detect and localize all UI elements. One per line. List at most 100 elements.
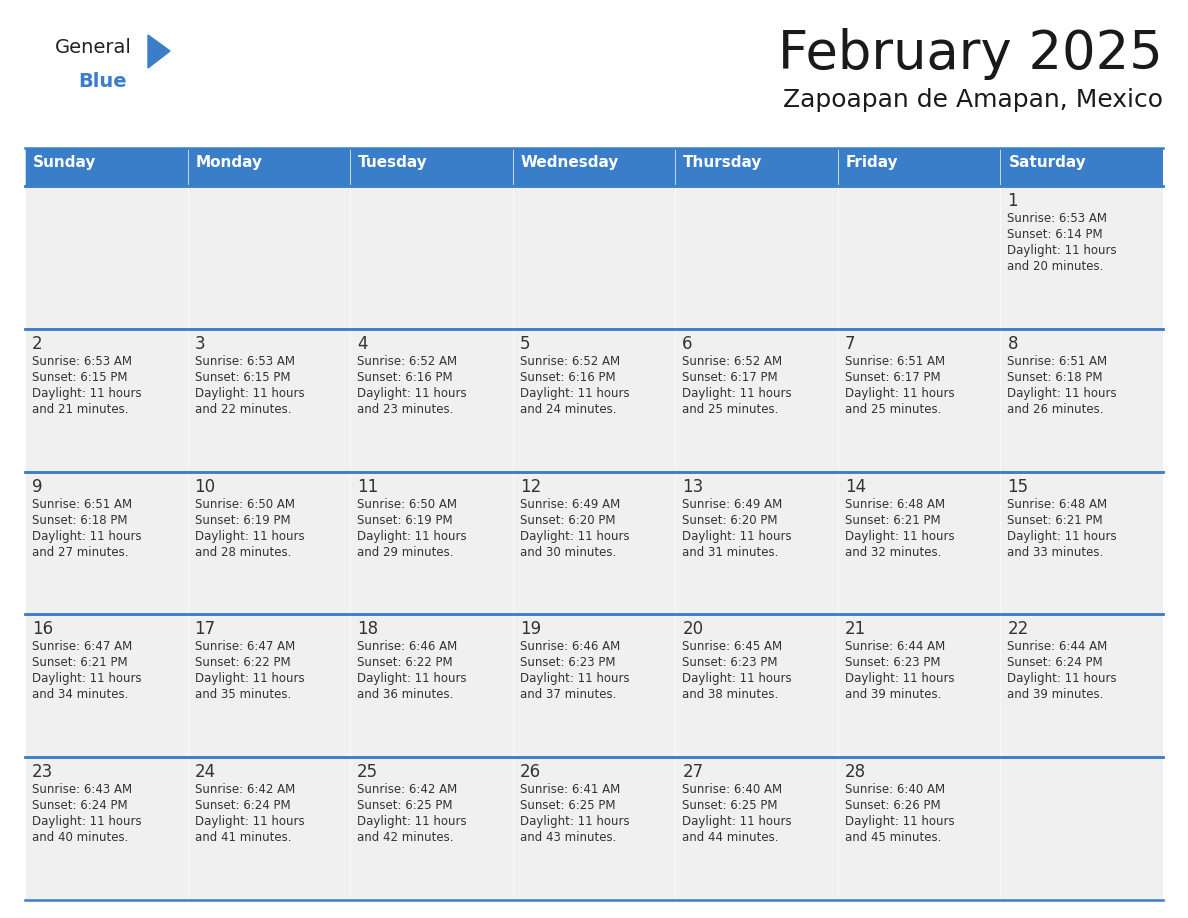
Text: 12: 12: [519, 477, 541, 496]
Text: Sunset: 6:24 PM: Sunset: 6:24 PM: [32, 800, 127, 812]
Text: 27: 27: [682, 763, 703, 781]
Text: Sunset: 6:17 PM: Sunset: 6:17 PM: [682, 371, 778, 384]
Text: 25: 25: [358, 763, 378, 781]
Text: Sunset: 6:21 PM: Sunset: 6:21 PM: [845, 513, 941, 527]
Bar: [1000, 329, 1163, 472]
Text: Sunrise: 6:42 AM: Sunrise: 6:42 AM: [358, 783, 457, 796]
Bar: [350, 148, 513, 186]
Text: and 29 minutes.: and 29 minutes.: [358, 545, 454, 558]
Text: and 25 minutes.: and 25 minutes.: [682, 403, 778, 416]
Text: Daylight: 11 hours: Daylight: 11 hours: [682, 672, 792, 686]
Bar: [675, 472, 838, 614]
Text: Sunset: 6:14 PM: Sunset: 6:14 PM: [1007, 228, 1102, 241]
Text: and 26 minutes.: and 26 minutes.: [1007, 403, 1104, 416]
Text: and 21 minutes.: and 21 minutes.: [32, 403, 128, 416]
Text: Sunset: 6:25 PM: Sunset: 6:25 PM: [358, 800, 453, 812]
Text: and 44 minutes.: and 44 minutes.: [682, 831, 779, 845]
Text: Sunset: 6:16 PM: Sunset: 6:16 PM: [358, 371, 453, 384]
Text: 5: 5: [519, 335, 530, 353]
Text: Sunrise: 6:52 AM: Sunrise: 6:52 AM: [358, 354, 457, 368]
Text: Sunrise: 6:47 AM: Sunrise: 6:47 AM: [32, 641, 132, 654]
Text: Sunset: 6:23 PM: Sunset: 6:23 PM: [845, 656, 941, 669]
Text: 9: 9: [32, 477, 43, 496]
Text: Sunrise: 6:42 AM: Sunrise: 6:42 AM: [195, 783, 295, 796]
Text: Sunrise: 6:51 AM: Sunrise: 6:51 AM: [1007, 354, 1107, 368]
Text: Sunset: 6:19 PM: Sunset: 6:19 PM: [195, 513, 290, 527]
Text: Daylight: 11 hours: Daylight: 11 hours: [32, 815, 141, 828]
Bar: [188, 148, 350, 186]
Text: Sunset: 6:25 PM: Sunset: 6:25 PM: [682, 800, 778, 812]
Bar: [838, 148, 1000, 186]
Text: Sunrise: 6:46 AM: Sunrise: 6:46 AM: [519, 641, 620, 654]
Bar: [25, 757, 188, 900]
Text: and 28 minutes.: and 28 minutes.: [195, 545, 291, 558]
Text: and 40 minutes.: and 40 minutes.: [32, 831, 128, 845]
Bar: [675, 186, 838, 329]
Text: Sunrise: 6:48 AM: Sunrise: 6:48 AM: [1007, 498, 1107, 510]
Text: Sunset: 6:25 PM: Sunset: 6:25 PM: [519, 800, 615, 812]
Text: Daylight: 11 hours: Daylight: 11 hours: [32, 672, 141, 686]
Text: Sunset: 6:22 PM: Sunset: 6:22 PM: [358, 656, 453, 669]
Text: Daylight: 11 hours: Daylight: 11 hours: [32, 386, 141, 400]
Text: and 33 minutes.: and 33 minutes.: [1007, 545, 1104, 558]
Bar: [25, 148, 188, 186]
Bar: [188, 329, 350, 472]
Text: Daylight: 11 hours: Daylight: 11 hours: [1007, 672, 1117, 686]
Text: 23: 23: [32, 763, 53, 781]
Text: Sunrise: 6:53 AM: Sunrise: 6:53 AM: [1007, 212, 1107, 225]
Text: Sunset: 6:22 PM: Sunset: 6:22 PM: [195, 656, 290, 669]
Text: Daylight: 11 hours: Daylight: 11 hours: [519, 815, 630, 828]
Text: 24: 24: [195, 763, 216, 781]
Text: Sunrise: 6:52 AM: Sunrise: 6:52 AM: [519, 354, 620, 368]
Text: 6: 6: [682, 335, 693, 353]
Text: Daylight: 11 hours: Daylight: 11 hours: [195, 530, 304, 543]
Text: 20: 20: [682, 621, 703, 638]
Text: Tuesday: Tuesday: [358, 155, 428, 170]
Text: 28: 28: [845, 763, 866, 781]
Text: Sunrise: 6:52 AM: Sunrise: 6:52 AM: [682, 354, 783, 368]
Text: Sunrise: 6:51 AM: Sunrise: 6:51 AM: [32, 498, 132, 510]
Bar: [513, 186, 675, 329]
Text: Sunset: 6:18 PM: Sunset: 6:18 PM: [1007, 371, 1102, 384]
Text: and 39 minutes.: and 39 minutes.: [845, 688, 941, 701]
Text: Daylight: 11 hours: Daylight: 11 hours: [682, 386, 792, 400]
Text: Blue: Blue: [78, 72, 127, 91]
Bar: [25, 329, 188, 472]
Text: Sunset: 6:20 PM: Sunset: 6:20 PM: [519, 513, 615, 527]
Text: Wednesday: Wednesday: [520, 155, 619, 170]
Text: Sunset: 6:20 PM: Sunset: 6:20 PM: [682, 513, 778, 527]
Text: Saturday: Saturday: [1009, 155, 1086, 170]
Text: Sunset: 6:21 PM: Sunset: 6:21 PM: [32, 656, 127, 669]
Text: Sunrise: 6:46 AM: Sunrise: 6:46 AM: [358, 641, 457, 654]
Text: and 39 minutes.: and 39 minutes.: [1007, 688, 1104, 701]
Text: 15: 15: [1007, 477, 1029, 496]
Text: Daylight: 11 hours: Daylight: 11 hours: [358, 815, 467, 828]
Bar: [513, 614, 675, 757]
Bar: [675, 329, 838, 472]
Text: Daylight: 11 hours: Daylight: 11 hours: [358, 530, 467, 543]
Text: 16: 16: [32, 621, 53, 638]
Polygon shape: [148, 35, 170, 68]
Text: Daylight: 11 hours: Daylight: 11 hours: [195, 815, 304, 828]
Text: Zapoapan de Amapan, Mexico: Zapoapan de Amapan, Mexico: [783, 88, 1163, 112]
Bar: [25, 186, 188, 329]
Bar: [513, 757, 675, 900]
Text: Sunrise: 6:44 AM: Sunrise: 6:44 AM: [1007, 641, 1107, 654]
Text: and 45 minutes.: and 45 minutes.: [845, 831, 941, 845]
Text: Sunrise: 6:49 AM: Sunrise: 6:49 AM: [519, 498, 620, 510]
Text: Sunrise: 6:47 AM: Sunrise: 6:47 AM: [195, 641, 295, 654]
Text: Sunrise: 6:41 AM: Sunrise: 6:41 AM: [519, 783, 620, 796]
Bar: [25, 614, 188, 757]
Text: and 23 minutes.: and 23 minutes.: [358, 403, 454, 416]
Text: Daylight: 11 hours: Daylight: 11 hours: [682, 815, 792, 828]
Text: 17: 17: [195, 621, 216, 638]
Bar: [513, 329, 675, 472]
Text: Daylight: 11 hours: Daylight: 11 hours: [845, 672, 954, 686]
Bar: [1000, 757, 1163, 900]
Bar: [350, 472, 513, 614]
Text: 1: 1: [1007, 192, 1018, 210]
Text: Sunset: 6:16 PM: Sunset: 6:16 PM: [519, 371, 615, 384]
Text: and 34 minutes.: and 34 minutes.: [32, 688, 128, 701]
Text: Daylight: 11 hours: Daylight: 11 hours: [1007, 244, 1117, 257]
Text: February 2025: February 2025: [778, 28, 1163, 80]
